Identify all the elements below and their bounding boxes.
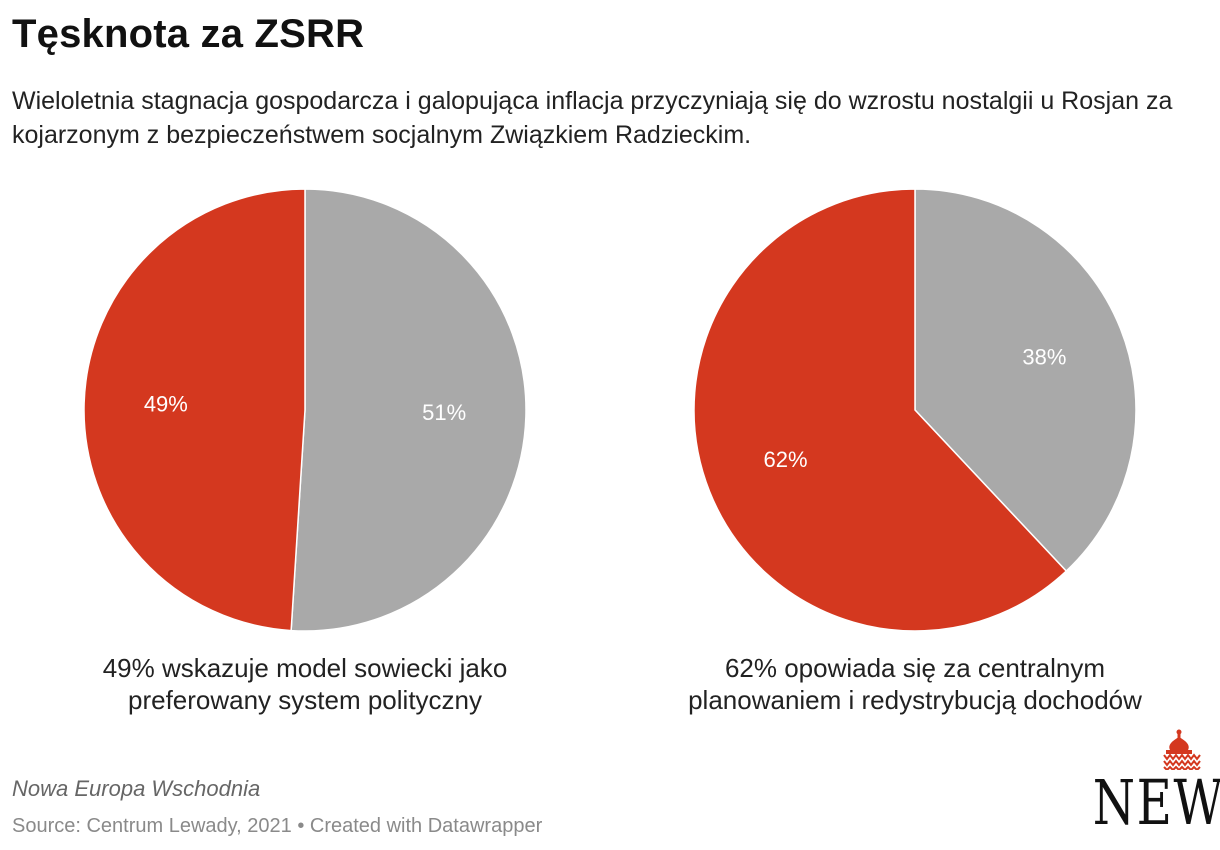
publisher-name: Nowa Europa Wschodnia (12, 776, 261, 801)
pie-caption: 62% opowiada się za centralnym planowani… (610, 652, 1220, 716)
pie-caption-line: 62% opowiada się za centralnym (724, 653, 1106, 683)
pie-chart-soviet-model: 51% 49% (0, 180, 610, 650)
chart-title: Tęsknota za ZSRR (12, 12, 365, 56)
chart-subtitle: Wieloletnia stagnacja gospodarcza i galo… (12, 87, 1173, 149)
pie-caption-line: 49% wskazuje model sowiecki jako (102, 653, 508, 683)
pie-slice (914, 188, 1137, 573)
pie-caption-line: planowaniem i redystrybucją dochodów (688, 685, 1142, 715)
source-note: Source: Centrum Lewady, 2021 • Created w… (12, 815, 543, 837)
publisher-logo: NEW (1078, 728, 1220, 844)
pie-caption-line: preferowany system polityczny (127, 685, 483, 715)
pie-slice (290, 188, 527, 632)
logo-onion-dome-icon (1163, 729, 1201, 772)
pie-slice-label: 62% (764, 447, 808, 472)
pie-chart-svg: 51% 49% (83, 188, 527, 632)
pie-chart-svg: 38% 62% (693, 188, 1137, 632)
pie-chart-central-planning: 38% 62% (610, 180, 1220, 650)
pie-slice-label: 51% (422, 400, 466, 425)
pie-caption: 49% wskazuje model sowiecki jako prefero… (0, 652, 610, 716)
logo-wordmark: NEW (1092, 766, 1220, 839)
pie-slice-label: 38% (1022, 345, 1066, 370)
pie-slice-label: 49% (144, 391, 188, 416)
pie-slice (693, 188, 1068, 632)
pie-slice (83, 188, 306, 632)
